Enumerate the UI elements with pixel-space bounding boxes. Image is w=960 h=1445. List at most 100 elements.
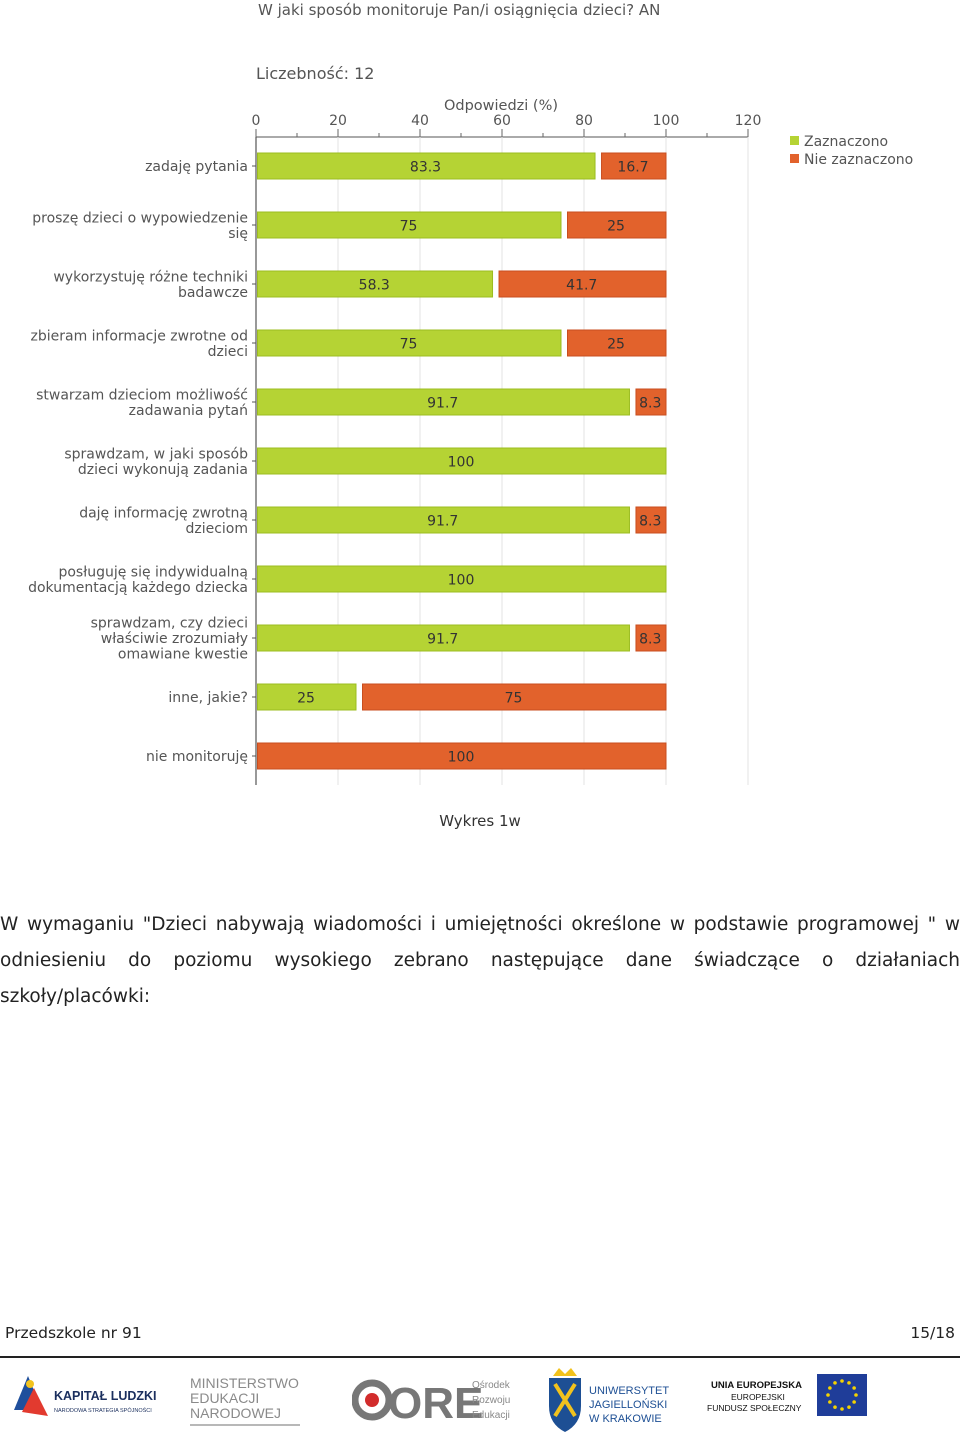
bar-zaznaczono xyxy=(257,565,667,593)
x-tick-label: 60 xyxy=(493,113,511,129)
bar-value-label: 8.3 xyxy=(639,396,661,412)
legend: Zaznaczono Nie zaznaczono xyxy=(790,134,913,168)
bar-nie-zaznaczono xyxy=(257,742,667,770)
category-labels: zadaję pytania proszę dzieci o wypowiedze… xyxy=(28,159,256,765)
category-label: dzieci wykonują zadania xyxy=(78,462,248,478)
eu-star-icon xyxy=(833,1381,837,1385)
bar-nie-zaznaczono xyxy=(362,683,667,711)
eu-star-icon xyxy=(852,1400,856,1404)
category-label: dokumentacją każdego dziecka xyxy=(28,580,248,596)
bar-nie-zaznaczono xyxy=(567,329,667,357)
ore-line-3: Edukacji xyxy=(472,1410,510,1421)
bar-nie-zaznaczono xyxy=(498,270,667,298)
category-label: dzieci xyxy=(208,344,248,360)
men-line-1: MINISTERSTWO xyxy=(190,1375,299,1391)
x-tick-label: 0 xyxy=(252,113,261,129)
legend-swatch-zaznaczono xyxy=(790,136,799,145)
eu-star-icon xyxy=(852,1386,856,1390)
category-label: posługuję się indywidualną xyxy=(58,564,248,580)
bar-zaznaczono xyxy=(257,624,630,652)
x-tick-label: 40 xyxy=(411,113,429,129)
bar-nie-zaznaczono xyxy=(635,624,667,652)
category-label: sprawdzam, czy dzieci xyxy=(91,616,248,632)
eu-star-icon xyxy=(847,1405,851,1409)
eu-logo: UNIA EUROPEJSKA EUROPEJSKI FUNDUSZ SPOŁE… xyxy=(707,1374,867,1416)
x-tick-label: 100 xyxy=(653,113,680,129)
category-label: zadawania pytań xyxy=(129,403,248,419)
bar-zaznaczono xyxy=(257,388,630,416)
category-label: wykorzystuję różne techniki xyxy=(53,269,248,285)
ore-logo: ORE Ośrodek Rozwoju Edukacji xyxy=(352,1379,511,1428)
bar-value-label: 25 xyxy=(607,337,625,353)
ore-line-2: Rozwoju xyxy=(472,1395,510,1406)
category-label: inne, jakie? xyxy=(168,690,248,706)
legend-swatch-nie-zaznaczono xyxy=(790,154,799,163)
body-paragraph: W wymaganiu "Dzieci nabywają wiadomości … xyxy=(0,914,960,1007)
bar-value-label: 58.3 xyxy=(359,278,390,294)
eu-line-3: FUNDUSZ SPOŁECZNY xyxy=(707,1403,802,1413)
uj-line-2: JAGIELLOŃSKI xyxy=(589,1398,667,1411)
bars: 83.3 16.7 75 25 58.3 41.7 75 25 91.7 8.3 100 91.7 8.… xyxy=(257,152,667,770)
category-label: zadaję pytania xyxy=(145,159,248,175)
x-tick-label: 120 xyxy=(735,113,762,129)
kapital-ludzki-logo: KAPITAŁ LUDZKI NARODOWA STRATEGIA SPÓJNO… xyxy=(14,1376,157,1416)
legend-label-zaznaczono: Zaznaczono xyxy=(804,134,888,150)
kapital-ludzki-subtitle: NARODOWA STRATEGIA SPÓJNOŚCI xyxy=(54,1406,152,1414)
bar-value-label: 100 xyxy=(448,573,475,589)
eu-star-icon xyxy=(833,1405,837,1409)
category-label: badawcze xyxy=(178,285,248,301)
bar-value-label: 75 xyxy=(400,337,418,353)
eu-star-icon xyxy=(828,1400,832,1404)
x-axis-ticks: 0 20 40 60 80 100 120 xyxy=(252,113,762,137)
bar-zaznaczono xyxy=(257,152,596,180)
bar-zaznaczono xyxy=(257,506,630,534)
bar-value-label: 83.3 xyxy=(410,160,441,176)
men-line-3: NARODOWEJ xyxy=(190,1405,281,1421)
eu-star-icon xyxy=(840,1407,844,1411)
x-tick-label: 80 xyxy=(575,113,593,129)
eu-line-1: UNIA EUROPEJSKA xyxy=(711,1380,802,1391)
category-label: się xyxy=(228,226,248,242)
category-label: omawiane kwestie xyxy=(118,647,248,663)
category-label: nie monitoruję xyxy=(146,749,248,765)
bar-nie-zaznaczono xyxy=(567,211,667,239)
eu-line-2: EUROPEJSKI xyxy=(731,1392,785,1402)
figure-caption: Wykres 1w xyxy=(439,812,521,830)
bar-value-label: 41.7 xyxy=(566,278,597,294)
bar-value-label: 8.3 xyxy=(639,632,661,648)
bar-value-label: 100 xyxy=(448,455,475,471)
uj-line-1: UNIWERSYTET xyxy=(589,1385,669,1397)
chart-title: W jaki sposób monitoruje Pan/i osiągnięc… xyxy=(258,1,660,19)
kapital-ludzki-title: KAPITAŁ LUDZKI xyxy=(54,1389,157,1403)
bar-value-label: 91.7 xyxy=(427,514,458,530)
eu-star-icon xyxy=(826,1393,830,1397)
category-label: proszę dzieci o wypowiedzenie xyxy=(32,210,248,226)
eu-star-icon xyxy=(847,1381,851,1385)
bar-zaznaczono xyxy=(257,329,562,357)
ore-line-1: Ośrodek xyxy=(472,1380,511,1391)
bar-value-label: 75 xyxy=(400,219,418,235)
bar-value-label: 25 xyxy=(607,219,625,235)
bar-nie-zaznaczono xyxy=(635,388,667,416)
ore-mark: ORE xyxy=(388,1379,483,1428)
category-label: właściwie zrozumiały xyxy=(101,631,248,647)
footer-divider xyxy=(0,1356,960,1358)
bar-value-label: 91.7 xyxy=(427,632,458,648)
category-label: daję informację zwrotną xyxy=(79,505,248,521)
bar-zaznaczono xyxy=(257,447,667,475)
men-logo: MINISTERSTWO EDUKACJI NARODOWEJ xyxy=(190,1375,300,1426)
footer-school-name: Przedszkole nr 91 xyxy=(5,1324,142,1342)
footer-page-number: 15/18 xyxy=(910,1324,955,1342)
bar-nie-zaznaczono xyxy=(635,506,667,534)
category-label: stwarzam dzieciom możliwość xyxy=(36,387,248,403)
bar-nie-zaznaczono xyxy=(601,152,667,180)
x-axis-label: Odpowiedzi (%) xyxy=(444,98,558,114)
sample-size-label: Liczebność: 12 xyxy=(256,64,374,83)
eu-star-icon xyxy=(828,1386,832,1390)
uj-logo: UNIWERSYTET JAGIELLOŃSKI W KRAKOWIE xyxy=(549,1368,669,1432)
category-label: sprawdzam, w jaki sposób xyxy=(64,446,248,462)
bar-value-label: 100 xyxy=(448,750,475,766)
bar-value-label: 91.7 xyxy=(427,396,458,412)
bar-value-label: 8.3 xyxy=(639,514,661,530)
eu-star-icon xyxy=(840,1379,844,1383)
